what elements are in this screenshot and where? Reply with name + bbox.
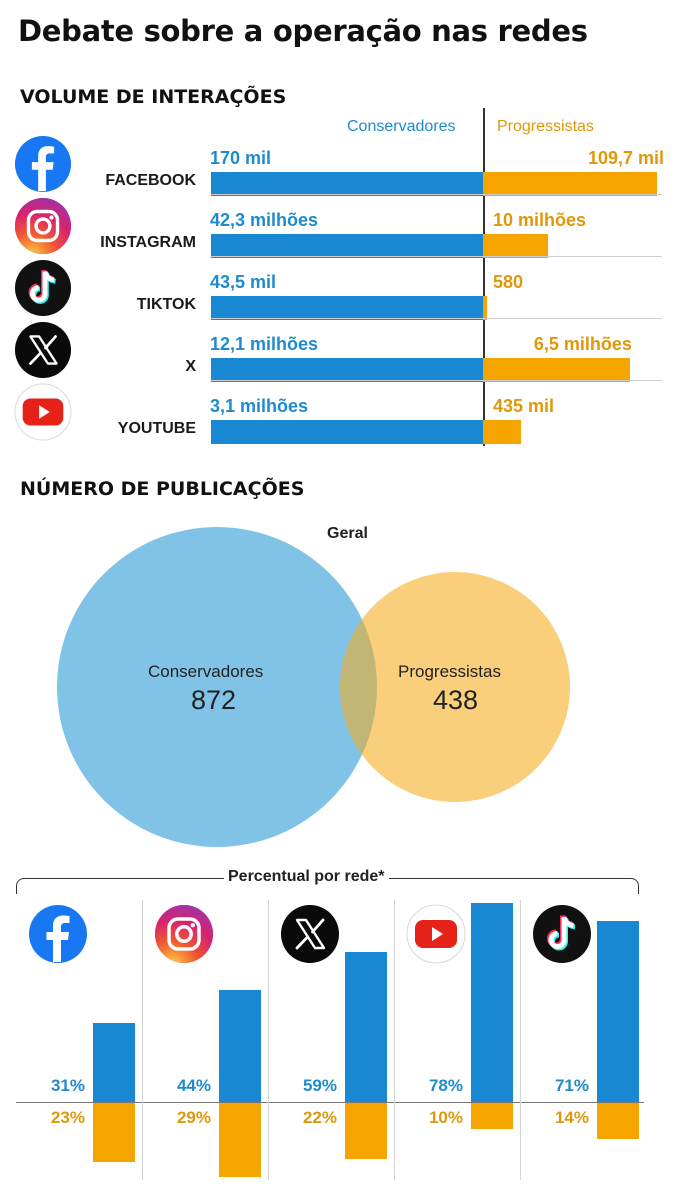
value-label-conservadores: 170 mil [210,148,272,168]
percent-bar-progressistas [345,1103,387,1160]
venn-svg [57,527,570,847]
interactions-section-title: VOLUME DE INTERAÇÕES [20,86,287,108]
value-label-conservadores: 43,5 mil [210,272,277,292]
percent-bar-conservadores [471,903,513,1102]
percent-label-conservadores: 31% [50,1076,85,1095]
value-label-conservadores: 3,1 milhões [210,396,309,416]
network-name: X [185,358,196,375]
value-label-conservadores: 42,3 milhões [210,210,319,230]
percent-bar-progressistas [597,1103,639,1139]
x-icon [280,904,340,964]
row-separator [210,194,662,195]
venn-title: Geral [327,525,368,542]
column-separator [268,900,269,1180]
row-separator [210,318,662,319]
tiktok-icon [14,259,72,317]
percent-zero-line [16,1102,644,1104]
bar-conservadores [211,296,483,320]
interaction-row-instagram: INSTAGRAM 42,3 milhões 10 milhões [0,192,684,258]
percent-label-conservadores: 59% [302,1076,337,1095]
interaction-row-facebook: FACEBOOK 170 mil 109,7 mil [0,130,684,196]
facebook-icon [14,135,72,193]
bar-conservadores [211,234,483,258]
percent-label-conservadores: 71% [554,1076,589,1095]
bar-progressistas [483,172,658,196]
x-icon [14,321,72,379]
bar-progressistas [483,420,522,444]
venn-value-conservadores: 872 [191,685,237,715]
venn-circle-progressistas [340,572,570,802]
column-separator [520,900,521,1180]
percent-label-conservadores: 44% [176,1076,211,1095]
facebook-icon [28,904,88,964]
interaction-row-x: X 12,1 milhões 6,5 milhões [0,316,684,382]
youtube-icon [406,904,466,964]
percent-chart-title: Percentual por rede* [224,868,389,886]
network-name: YOUTUBE [117,420,196,437]
instagram-icon [14,197,72,255]
percent-label-progressistas: 22% [302,1108,337,1127]
percent-label-progressistas: 10% [428,1108,463,1127]
value-label-progressistas: 580 [493,272,524,292]
interactions-chart: Conservadores Progressistas FACEBOOK 170 … [0,100,684,450]
tiktok-icon [532,904,592,964]
percent-bar-progressistas [93,1103,135,1162]
interaction-row-youtube: YOUTUBE 3,1 milhões 435 mil [0,378,684,444]
value-label-progressistas: 109,7 mil [587,148,664,168]
network-name: FACEBOOK [105,172,196,189]
venn-value-progressistas: 438 [433,685,479,715]
legend-conservadores: Conservadores [347,118,456,135]
percent-label-progressistas: 23% [50,1108,85,1127]
percent-by-network-chart: Percentual por rede* 31% 23% 44% 29% 59% 22% 7… [0,860,684,1190]
bar-conservadores [211,358,483,382]
venn-circle-conservadores [57,527,377,847]
percent-bar-conservadores [93,1022,135,1102]
row-separator [210,380,662,381]
column-separator [142,900,143,1180]
legend-progressistas: Progressistas [497,118,594,135]
bar-conservadores [211,172,483,196]
percent-label-progressistas: 14% [554,1108,589,1127]
percent-bar-progressistas [471,1103,513,1129]
value-label-progressistas: 10 milhões [493,210,587,230]
venn-label-conservadores: Conservadores [148,662,264,681]
bar-progressistas [483,234,549,258]
instagram-icon [154,904,214,964]
venn-label-progressistas: Progressistas [398,662,501,681]
row-separator [210,256,662,257]
interaction-row-tiktok: TIKTOK 43,5 mil 580 [0,254,684,320]
value-label-progressistas: 435 mil [493,396,555,416]
bar-conservadores [211,420,483,444]
percent-bar-conservadores [219,989,261,1102]
youtube-icon [14,383,72,441]
venn-diagram: Geral Conservadores 872 Progressistas 43… [0,515,684,855]
network-name: INSTAGRAM [100,234,196,251]
publications-section-title: NÚMERO DE PUBLICAÇÕES [20,478,305,500]
bar-progressistas [483,358,630,382]
percent-label-progressistas: 29% [176,1108,211,1127]
network-name: TIKTOK [136,296,196,313]
percent-bar-progressistas [219,1103,261,1177]
bar-progressistas [483,296,487,320]
column-separator [394,900,395,1180]
value-label-progressistas: 6,5 milhões [533,334,632,354]
value-label-conservadores: 12,1 milhões [210,334,319,354]
zero-axis-line [483,108,485,446]
percent-bar-conservadores [345,951,387,1102]
percent-label-conservadores: 78% [428,1076,463,1095]
percent-bar-conservadores [597,920,639,1102]
page-title: Debate sobre a operação nas redes [18,14,588,48]
